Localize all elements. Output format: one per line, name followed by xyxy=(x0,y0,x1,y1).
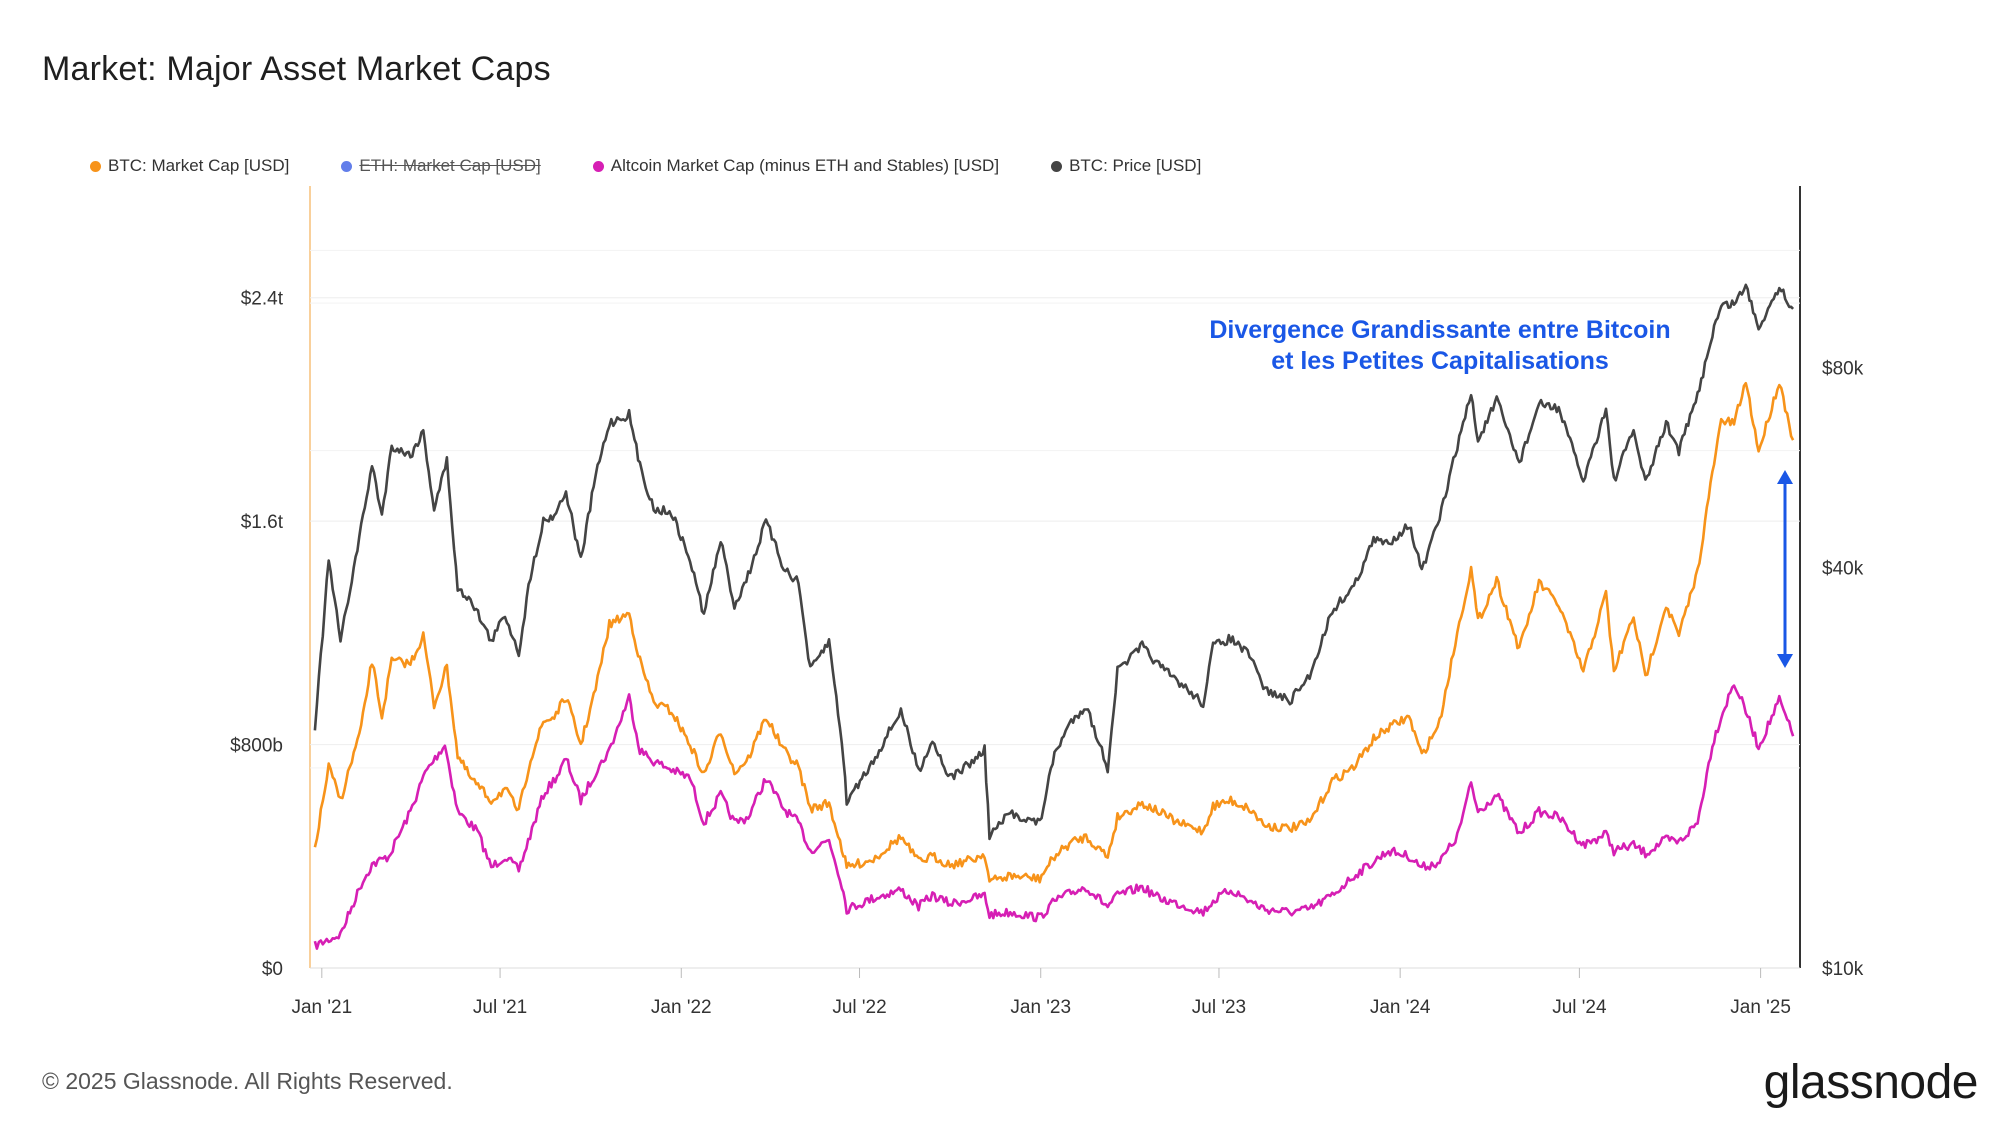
x-tick-label: Jul '23 xyxy=(1192,997,1246,1018)
x-tick-label: Jan '22 xyxy=(651,997,712,1018)
series-line-btc-price-usd xyxy=(313,283,1795,841)
x-tick-label: Jan '21 xyxy=(291,997,352,1018)
annotation-line-1: Divergence Grandissante entre Bitcoin xyxy=(1209,316,1671,344)
x-tick-label: Jan '25 xyxy=(1730,997,1791,1018)
y-left-tick-label: $800b xyxy=(230,736,283,757)
legend-item-btc-market-cap[interactable]: BTC: Market Cap [USD] xyxy=(90,156,289,176)
chart-title: Market: Major Asset Market Caps xyxy=(42,50,551,88)
legend-item-altcoin-market-cap[interactable]: Altcoin Market Cap (minus ETH and Stable… xyxy=(592,156,1000,176)
y-left-tick-label: $2.4t xyxy=(241,289,284,310)
x-tick-label: Jan '23 xyxy=(1010,997,1071,1018)
legend-dot-icon xyxy=(341,160,353,172)
legend-item-eth-market-cap[interactable]: ETH: Market Cap [USD] xyxy=(341,156,541,176)
y-left-tick-label: $1.6t xyxy=(241,512,284,533)
glassnode-logo: glassnode xyxy=(1763,1056,1979,1109)
legend-label: BTC: Price [USD] xyxy=(1069,156,1202,175)
x-tick-label: Jul '22 xyxy=(832,997,886,1018)
series-line-altcoin-market-cap-minus-eth-and-stables-usd xyxy=(313,684,1795,950)
x-tick-label: Jul '21 xyxy=(473,997,527,1018)
y-right-tick-label: $80k xyxy=(1822,359,1864,380)
legend-item-btc-price[interactable]: BTC: Price [USD] xyxy=(1051,156,1201,176)
legend-dot-icon xyxy=(90,160,101,172)
legend-label: ETH: Market Cap [USD] xyxy=(359,156,541,175)
annotation-line-2: et les Petites Capitalisations xyxy=(1271,347,1609,375)
arrow-up-icon xyxy=(1777,470,1793,484)
legend-label: Altcoin Market Cap (minus ETH and Stable… xyxy=(610,156,1000,175)
y-right-tick-label: $10k xyxy=(1822,959,1864,980)
arrow-down-icon xyxy=(1777,654,1793,668)
legend-label: BTC: Market Cap [USD] xyxy=(108,156,290,175)
legend-dot-icon xyxy=(1051,160,1063,172)
y-left-tick-label: $0 xyxy=(262,959,283,980)
series-line-btc-market-cap-usd xyxy=(313,381,1795,884)
annotation-text: Divergence Grandissante entre Bitcoin et… xyxy=(1185,315,1695,377)
legend: BTC: Market Cap [USD] ETH: Market Cap [U… xyxy=(90,156,1253,176)
legend-dot-icon xyxy=(592,160,604,172)
copyright-footer: © 2025 Glassnode. All Rights Reserved. xyxy=(42,1068,453,1094)
x-tick-label: Jul '24 xyxy=(1552,997,1607,1018)
y-right-tick-label: $40k xyxy=(1822,559,1864,580)
x-tick-label: Jan '24 xyxy=(1370,997,1431,1018)
